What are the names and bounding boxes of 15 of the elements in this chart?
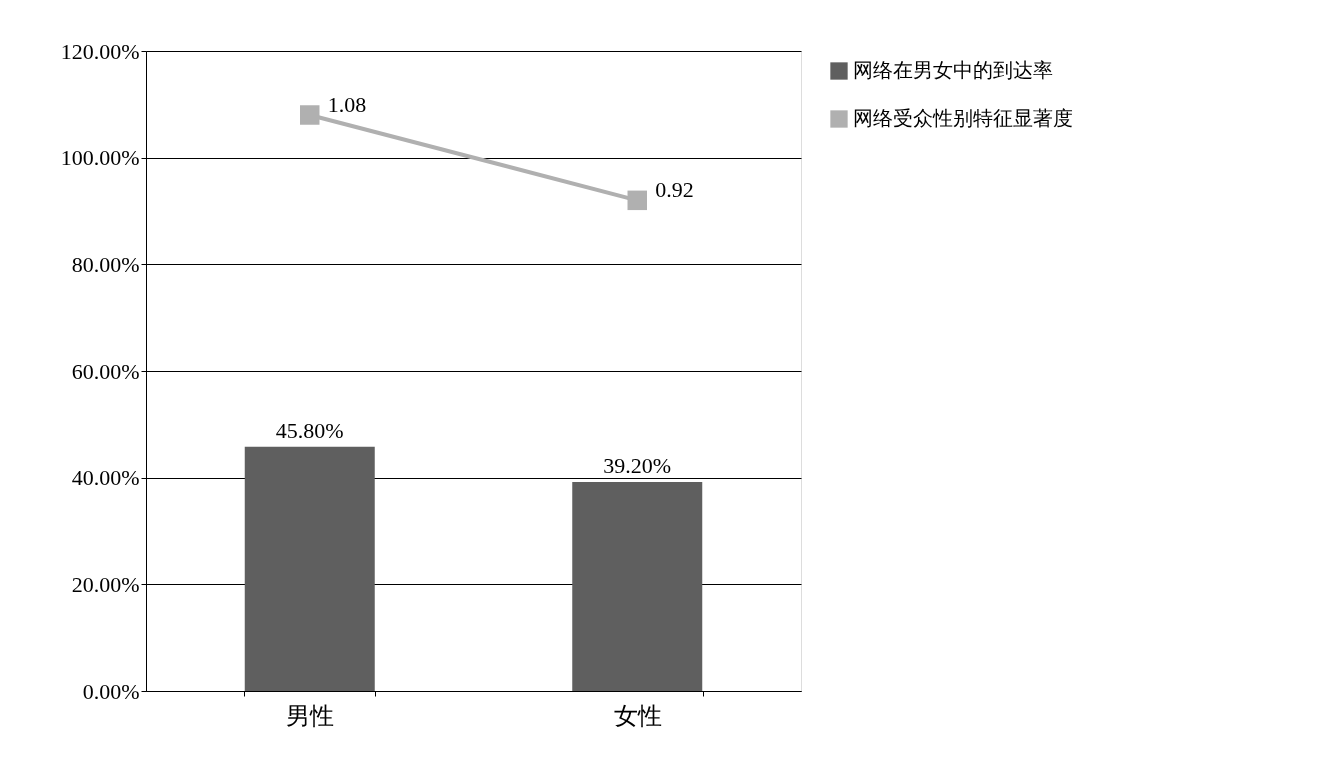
data-label: 1.08 [327,92,367,117]
y-tick-label: 20.00% [71,571,140,597]
y-tick-label: 100.00% [60,145,140,171]
y-tick-label: 0.00% [82,678,140,704]
legend-label: 网络在男女中的到达率 [853,59,1053,81]
legend-label: 网络受众性别特征显著度 [853,107,1073,129]
y-tick-label: 40.00% [71,465,140,491]
y-tick-label: 120.00% [60,38,140,64]
data-label: 45.80% [275,417,344,443]
data-label: 39.20% [603,452,672,478]
x-tick-label: 女性 [613,702,662,729]
y-tick-label: 80.00% [71,251,140,277]
data-label: 0.92 [655,177,694,203]
x-tick-label: 男性 [286,702,335,729]
y-tick-label: 60.00% [71,358,140,384]
